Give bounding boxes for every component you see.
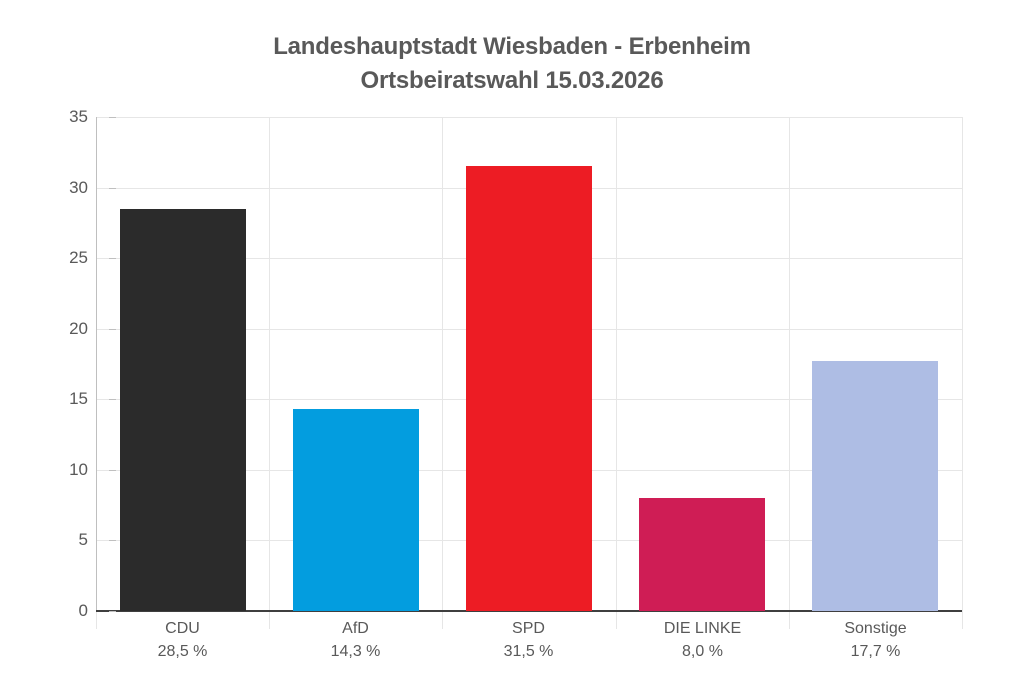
- y-axis-tick-label: 0: [78, 601, 88, 620]
- x-axis-category-afd: AfD 14,3 %: [269, 618, 442, 664]
- bar-die-linke[interactable]: [639, 498, 765, 611]
- x-axis-category-name: SPD: [512, 620, 545, 637]
- y-axis-tick-label: 30: [69, 177, 88, 197]
- y-axis-tick-label: 35: [69, 107, 88, 126]
- x-axis-labels: CDU 28,5 % AfD 14,3 % SPD 31,5 % DIE LINKE 8,0 …: [96, 618, 962, 678]
- y-axis-tick-label: 20: [69, 318, 88, 338]
- gridline-vertical: [269, 117, 270, 629]
- gridline-vertical: [616, 117, 617, 629]
- x-axis-category-spd: SPD 31,5 %: [442, 618, 615, 664]
- y-axis-tick-mark: [109, 399, 116, 401]
- gridline-vertical: [442, 117, 443, 629]
- y-axis-ticks: 0 5 10 15 20 25 30 35: [20, 0, 116, 683]
- x-axis-category-value: 31,5 %: [503, 643, 554, 660]
- y-axis-line: [96, 117, 97, 611]
- x-axis-category-value: 17,7 %: [850, 643, 901, 660]
- chart-subtitle: Ortsbeiratswahl 15.03.2026: [360, 67, 664, 94]
- x-axis-category-name: DIE LINKE: [663, 620, 742, 637]
- y-axis-tick-mark: [109, 187, 116, 189]
- y-axis-tick-mark: [109, 611, 116, 612]
- x-axis-category-cdu: CDU 28,5 %: [96, 618, 269, 664]
- x-axis-line: [96, 610, 962, 612]
- bars-layer: [96, 117, 962, 611]
- y-axis-tick-mark: [109, 469, 116, 471]
- y-axis-tick-label: 15: [69, 389, 88, 409]
- chart-title-block: Landeshauptstadt Wiesbaden - Erbenheim O…: [0, 30, 1024, 98]
- x-axis-category-value: 8,0 %: [682, 643, 723, 660]
- y-axis-tick-mark: [109, 328, 116, 330]
- y-axis-tick-mark: [109, 117, 116, 118]
- y-axis-tick-mark: [109, 540, 116, 542]
- bar-spd[interactable]: [466, 166, 592, 611]
- y-axis-tick-label: 5: [78, 530, 88, 550]
- gridline-vertical: [962, 117, 963, 629]
- y-axis-tick-label: 25: [69, 248, 88, 268]
- x-axis-category-value: 28,5 %: [157, 643, 208, 660]
- x-axis-category-die-linke: DIE LINKE 8,0 %: [616, 618, 789, 664]
- bar-sonstige[interactable]: [812, 361, 938, 611]
- x-axis-category-value: 14,3 %: [330, 643, 381, 660]
- gridline-horizontal: [96, 117, 962, 118]
- y-axis-tick-label: 10: [69, 459, 88, 479]
- x-axis-category-name: CDU: [165, 620, 200, 637]
- bar-cdu[interactable]: [120, 208, 246, 611]
- x-axis-category-name: AfD: [342, 620, 369, 637]
- bar-afd[interactable]: [293, 409, 419, 611]
- y-axis-tick-mark: [109, 258, 116, 260]
- chart-title: Landeshauptstadt Wiesbaden - Erbenheim: [273, 33, 751, 60]
- gridline-vertical: [789, 117, 790, 629]
- x-axis-category-name: Sonstige: [844, 620, 907, 637]
- x-axis-category-sonstige: Sonstige 17,7 %: [789, 618, 962, 664]
